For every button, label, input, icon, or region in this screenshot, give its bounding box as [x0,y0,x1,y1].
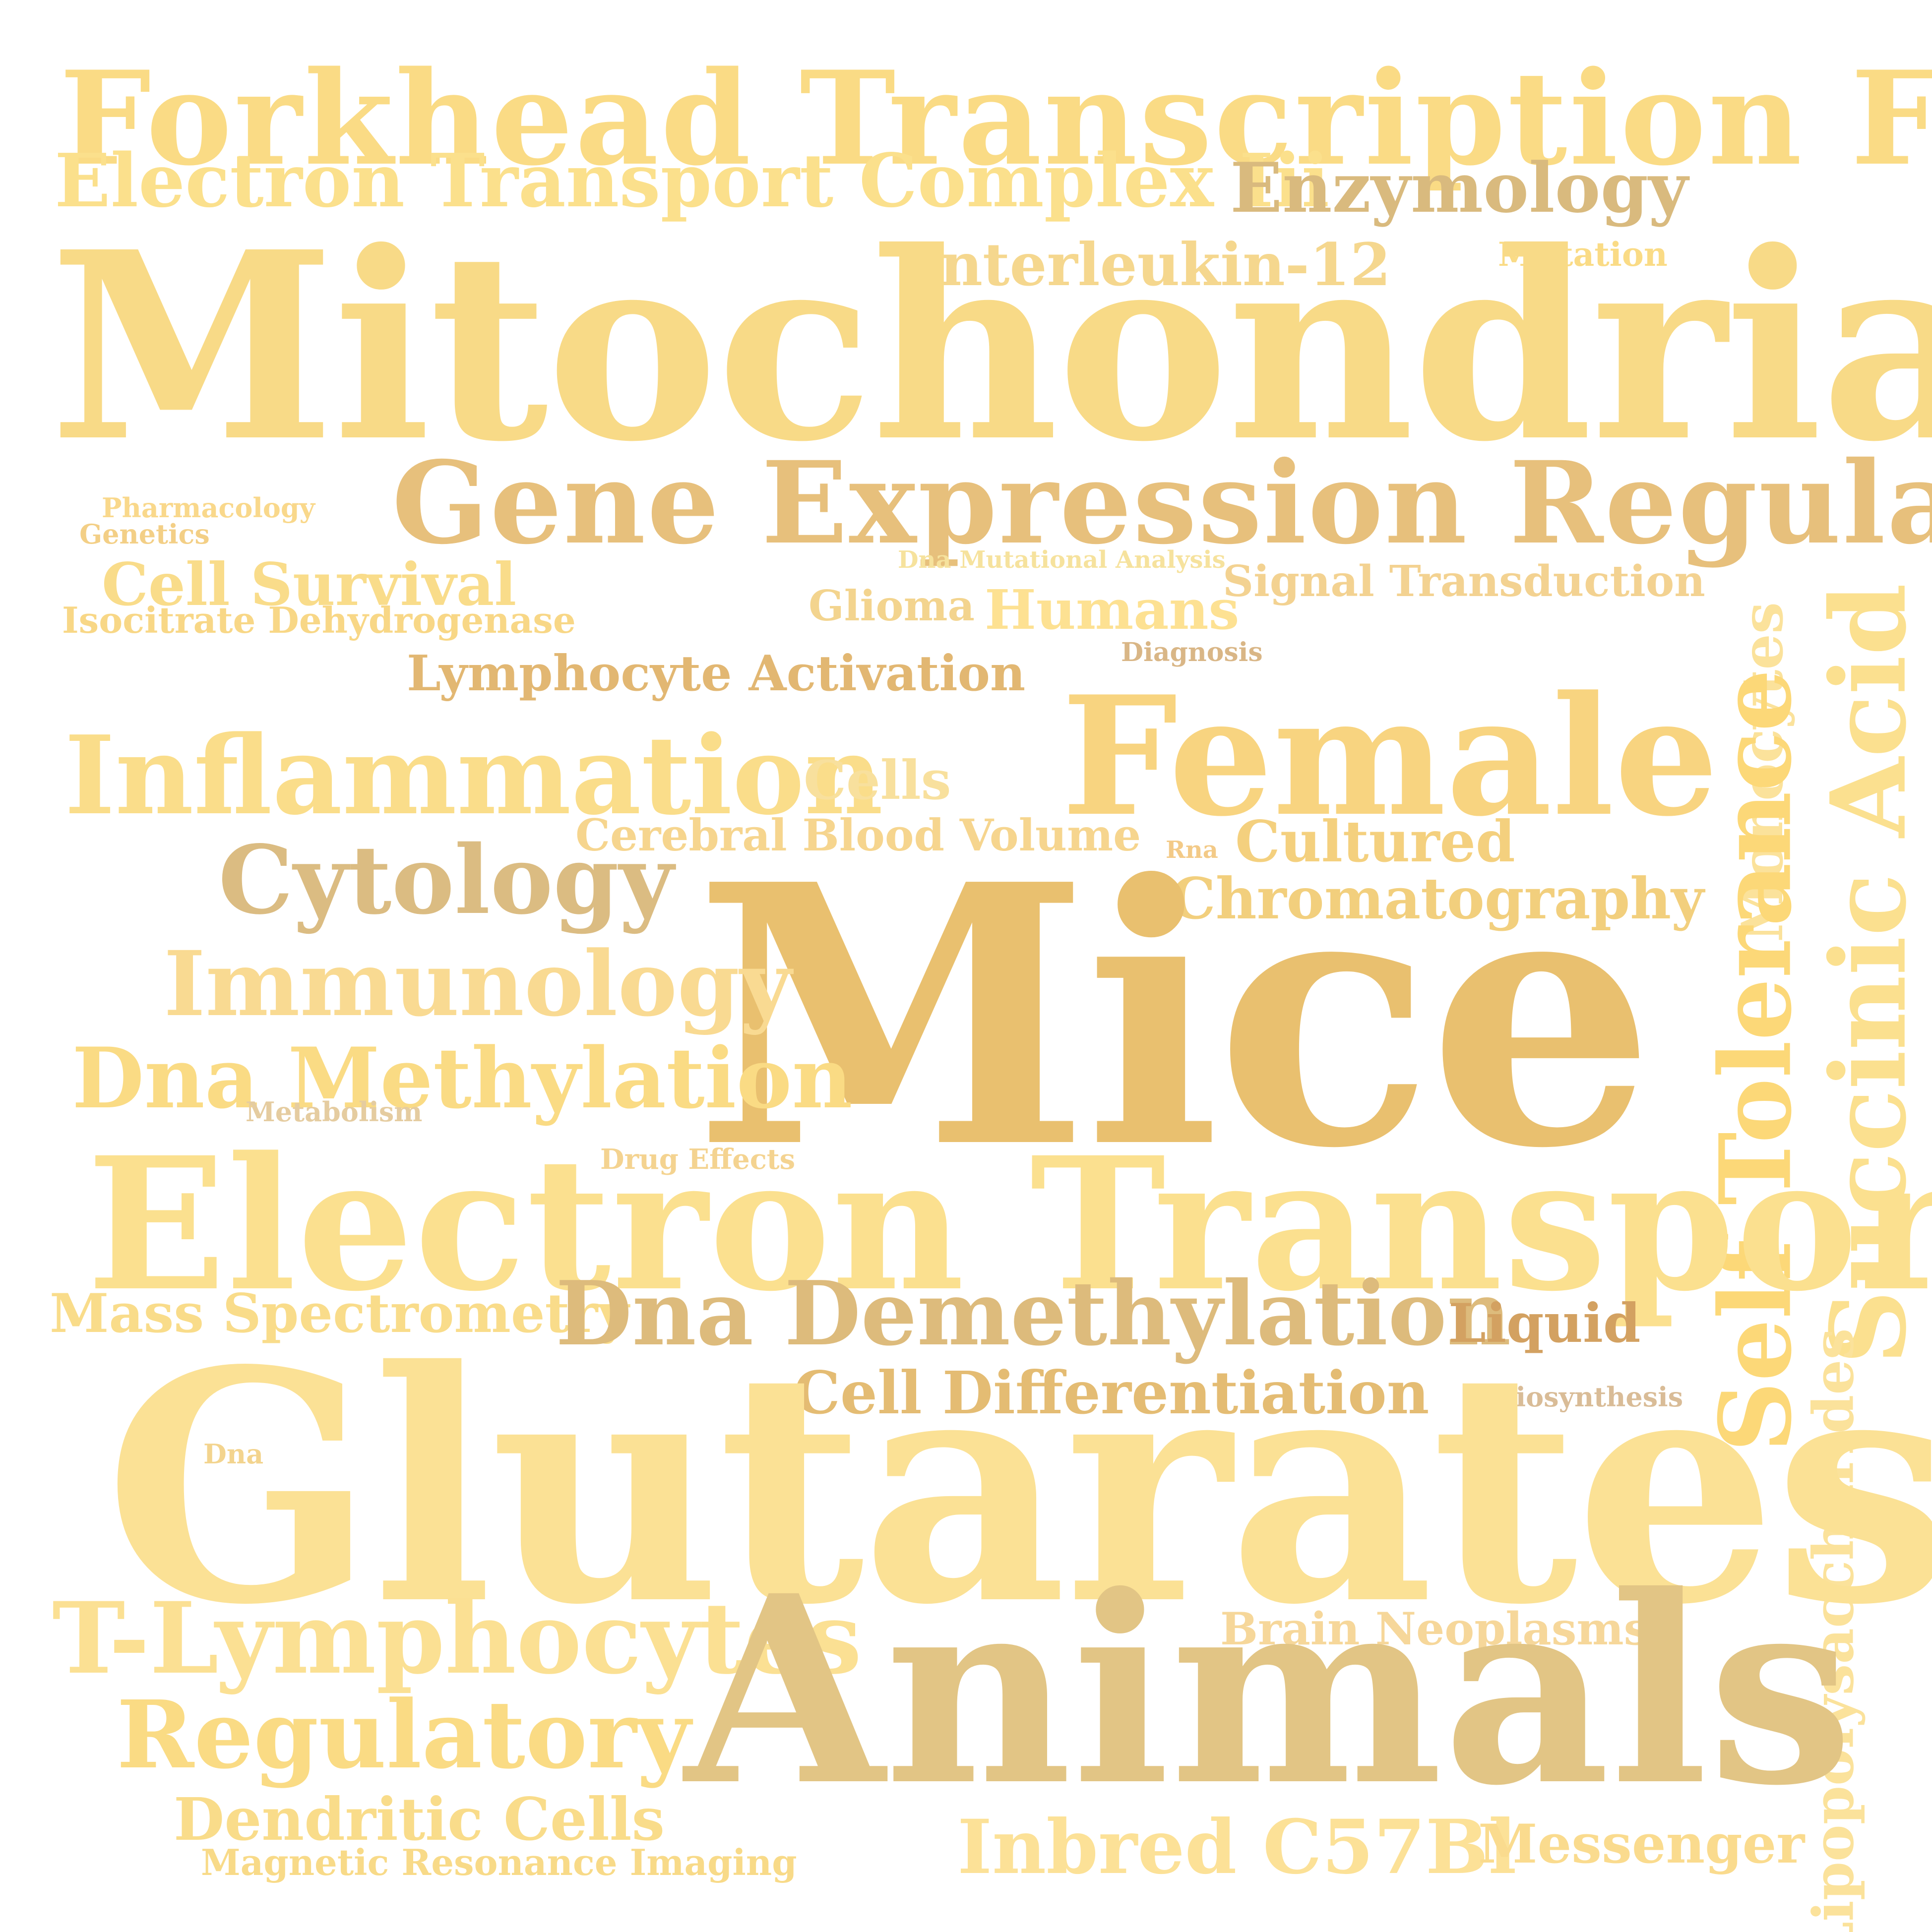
word-inbred-c57bl: Inbred C57Bl [957,1804,1517,1891]
word-dna: Dna [203,1438,264,1470]
word-dna-methylation: Dna Methylation [72,1029,853,1127]
word-regulatory: Regulatory [117,1680,691,1790]
word-immunology: Immunology [164,932,792,1036]
word-glioma: Glioma [809,581,975,630]
word-cerebral-blood-volume: Cerebral Blood Volume [575,809,1141,861]
word-glutarates: Glutarates [104,1301,1932,1674]
word-animals: Animals [685,1539,1854,1842]
word-pharmacology: Pharmacology [102,492,315,524]
word-mass-spectrometry: Mass Spectrometry [50,1282,629,1345]
word-liquid: Liquid [1448,1292,1641,1355]
word-genetics: Genetics [79,518,210,550]
word-messenger: Messenger [1478,1813,1805,1875]
word-brain-neoplasms: Brain Neoplasms [1220,1603,1649,1655]
word-lymphocyte-activation: Lymphocyte Activation [407,645,1026,702]
word-mutation: Mutation [1498,235,1668,274]
word-inflammation: Inflammation [64,712,883,839]
word-metabolism: Metabolism [246,1096,423,1128]
word-drug-effects: Drug Effects [600,1143,796,1176]
word-biosynthesis: Biosynthesis [1493,1381,1683,1413]
word-dna-demethylation: Dna Demethylation [556,1262,1511,1365]
word-magnetic-resonance-imaging: Magnetic Resonance Imaging [201,1841,797,1883]
word-mice: Mice [694,807,1655,1226]
word-t-lymphocytes: T-Lymphocytes [52,1580,862,1696]
word-chromatography: Chromatography [1171,865,1704,932]
word-electron-transport: Electron Transport [87,1117,1932,1331]
word-cytology: Cytology [218,825,674,935]
word-enzymology: Enzymology [1230,147,1688,228]
word-humans: Humans [985,578,1240,642]
word-mitochondria: Mitochondria [50,195,1932,498]
word-rna: Rna [1166,836,1218,864]
word-gene-expression-regulation: Gene Expression Regulation [392,436,1932,569]
word-forkhead-transcription-factors: Forkhead Transcription Factors [60,43,1932,194]
word-cell-survival: Cell Survival [102,550,517,619]
word-electron-transport-complex-iii: Electron Transport Complex Iii [55,137,1330,224]
word-cells: Cells [804,749,951,812]
word-interleukin-12: Interleukin-12 [913,230,1391,299]
word-dendritic-cells: Dendritic Cells [174,1785,665,1854]
word-cell-differentiation: Cell Differentiation [794,1358,1430,1427]
word-dna-mutational-analysis: Dna Mutational Analysis [898,546,1226,574]
word-isocitrate-dehydrogenase: Isocitrate Dehydrogenase [62,599,576,641]
word-cultured: Cultured [1235,808,1515,875]
word-signal-transduction: Signal Transduction [1223,556,1705,606]
word-diagnosis: Diagnosis [1121,637,1263,667]
word-female: Female [1061,660,1719,852]
